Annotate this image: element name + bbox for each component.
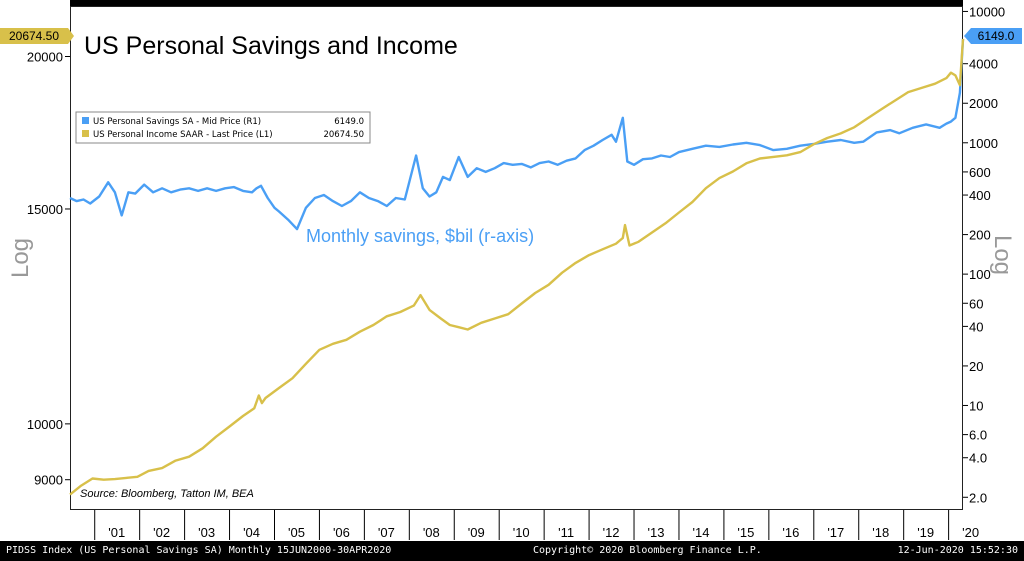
- legend-label-savings: US Personal Savings SA - Mid Price (R1): [93, 117, 261, 127]
- legend-value-income: 20674.50: [323, 130, 364, 140]
- right-tick-label: 4.0: [969, 451, 987, 466]
- x-tick-label: '06: [333, 525, 350, 540]
- left-axis-background: [0, 0, 70, 541]
- x-tick-label: '02: [153, 525, 170, 540]
- x-tick-label: '11: [558, 525, 574, 540]
- chart-title: US Personal Savings and Income: [84, 32, 458, 60]
- footer-timestamp: 12-Jun-2020 15:52:30: [897, 545, 1018, 556]
- right-axis-label: Log: [989, 235, 1016, 275]
- legend-label-income: US Personal Income SAAR - Last Price (L1…: [93, 130, 273, 140]
- x-tick-label: '13: [648, 525, 665, 540]
- right-tick-label: 100: [969, 267, 991, 282]
- x-tick-label: '15: [737, 525, 754, 540]
- legend-swatch-income: [82, 130, 89, 137]
- right-tick-label: 6.0: [969, 428, 987, 443]
- legend-swatch-savings: [82, 117, 89, 124]
- left-tick-label: 20000: [27, 50, 63, 65]
- last-value-badge-income-shape: [0, 28, 74, 44]
- last-value-badge-savings-text: 6149.0: [978, 29, 1015, 43]
- right-axis-background: [963, 0, 1024, 541]
- x-tick-label: '14: [692, 525, 709, 540]
- plot-border: [70, 6, 963, 510]
- x-tick-label: '10: [513, 525, 530, 540]
- x-tick-label: '07: [378, 525, 395, 540]
- left-axis-ticks: 20000 15000 10000 9000: [27, 50, 70, 488]
- right-tick-label: 600: [969, 165, 991, 180]
- legend-value-savings: 6149.0: [334, 117, 364, 127]
- right-tick-label: 10000: [969, 4, 1005, 19]
- last-value-badge-savings: 6149.0: [964, 28, 1022, 44]
- right-tick-label: 10: [969, 398, 983, 413]
- right-tick-label: 2000: [969, 96, 998, 111]
- x-tick-label: '01: [108, 525, 125, 540]
- savings-annotation: Monthly savings, $bil (r-axis): [306, 226, 534, 246]
- last-value-badge-income-text: 20674.50: [9, 29, 59, 43]
- right-tick-label: 200: [969, 228, 991, 243]
- plot-background: [70, 6, 963, 510]
- right-tick-label: 40: [969, 319, 983, 334]
- last-value-badge-savings-shape: [964, 28, 1022, 44]
- legend: US Personal Savings SA - Mid Price (R1) …: [75, 111, 371, 144]
- left-tick-label: 9000: [34, 473, 63, 488]
- x-tick-label: '08: [423, 525, 440, 540]
- x-tick-label: '18: [872, 525, 889, 540]
- right-tick-label: 1000: [969, 136, 998, 151]
- chart-svg: US Personal Savings and Income Log Log M…: [0, 0, 1024, 541]
- right-tick-label: 20: [969, 359, 983, 374]
- footer-index-info: PIDSS Index (US Personal Savings SA) Mon…: [6, 545, 392, 556]
- x-tick-label: '20: [962, 525, 979, 540]
- series-line-income: [69, 38, 965, 496]
- x-tick-label: '12: [603, 525, 620, 540]
- legend-box: [75, 111, 371, 144]
- series-line-savings: [69, 39, 965, 231]
- left-tick-label: 15000: [27, 202, 63, 217]
- last-value-badge-income: 20674.50: [0, 28, 74, 44]
- left-tick-label: 10000: [27, 417, 63, 432]
- right-axis-ticks: 10000 4000 2000 1000 600 400 200 100 60 40 20 10 6.0…: [963, 4, 1005, 505]
- right-tick-label: 400: [969, 188, 991, 203]
- x-axis-ticks: '01 '02 '03 '04 '05 '06 '07 '08 '09 '10 '11 '12 '13 '…: [94, 510, 979, 540]
- left-axis-label: Log: [7, 238, 34, 278]
- right-tick-label: 4000: [969, 57, 998, 72]
- x-tick-label: '04: [243, 525, 260, 540]
- x-tick-label: '17: [827, 525, 844, 540]
- series-lines: [69, 38, 965, 496]
- right-tick-label: 60: [969, 296, 983, 311]
- x-tick-label: '05: [288, 525, 305, 540]
- footer-copyright: Copyright© 2020 Bloomberg Finance L.P.: [533, 545, 762, 556]
- x-tick-label: '09: [468, 525, 485, 540]
- source-note: Source: Bloomberg, Tatton IM, BEA: [80, 488, 254, 500]
- x-tick-label: '19: [917, 525, 934, 540]
- x-tick-label: '16: [782, 525, 799, 540]
- right-tick-label: 2.0: [969, 490, 987, 505]
- x-tick-label: '03: [198, 525, 215, 540]
